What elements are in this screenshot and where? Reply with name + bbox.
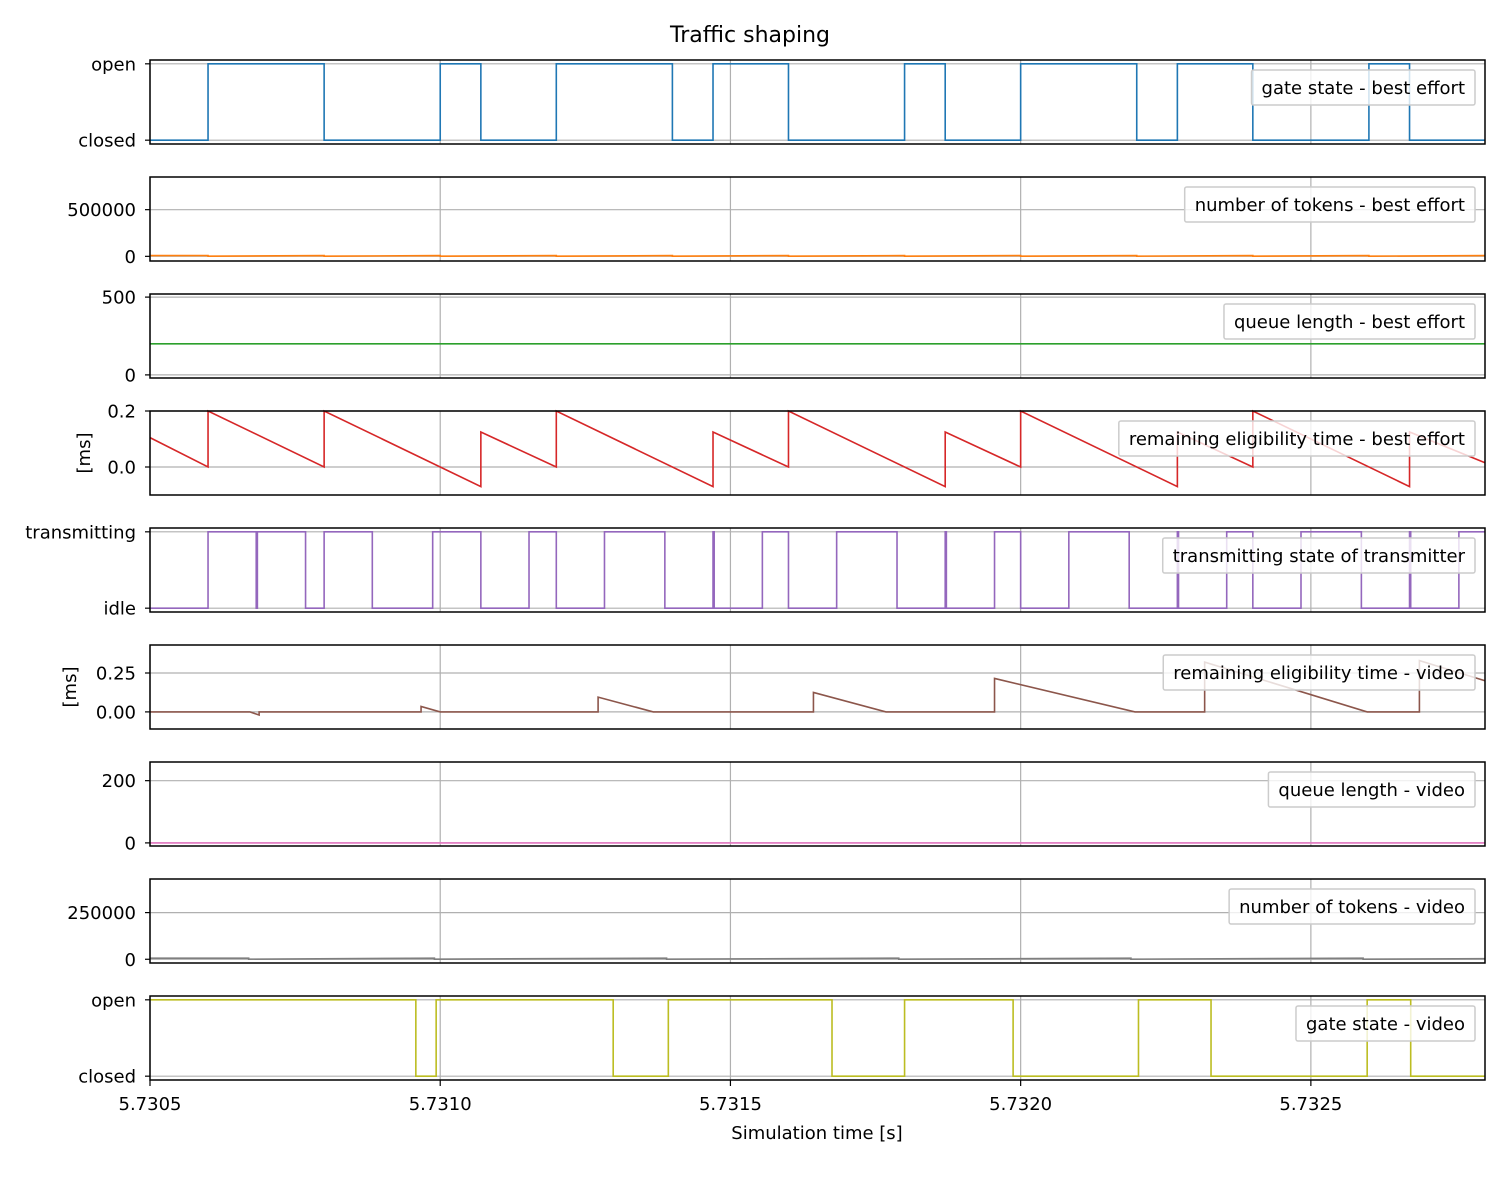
series-line [149,409,1486,488]
chart-title: Traffic shaping [669,23,830,48]
y-axis-label: [ms] [74,433,95,474]
legend-box [1250,69,1476,106]
legend-label: remaining eligibility time - best effort [1129,429,1465,450]
x-tick-label: 5.7310 [409,1094,472,1115]
subplot-2: 0 500000 number of tokens - best effort [67,176,1486,268]
series-line [150,999,1485,1077]
subplot-8: 0 250000 number of tokens - video [67,878,1486,971]
legend-label: number of tokens - best effort [1195,195,1465,216]
y-tick-label: 0 [125,247,136,268]
y-tick-label: 250000 [67,903,136,924]
axes-frame [149,527,1486,613]
y-tick-label: transmitting [25,522,136,543]
series-line [150,254,1486,257]
legend-box [1267,771,1476,808]
legend-label: queue length - best effort [1234,312,1465,333]
y-tick-label: 500000 [67,200,136,221]
y-tick-label: idle [103,599,136,620]
series-line [150,957,1486,960]
y-tick-label: 200 [102,771,136,792]
y-tick-label: closed [78,131,136,152]
subplot-1: closed open gate state - best effort [78,54,1486,152]
legend-label: transmitting state of transmitter [1173,546,1466,567]
subplot-7: 0 200 queue length - video [102,761,1486,854]
legend-box [1228,888,1476,925]
subplot-3: 0 500 queue length - best effort [102,288,1486,386]
axes-frame [149,176,1486,262]
x-tick-label: 5.7315 [699,1094,762,1115]
y-axis-label: [ms] [60,667,81,708]
series-line [150,531,1485,609]
legend-box [1223,303,1476,340]
x-tick-label: 5.7305 [119,1094,182,1115]
y-tick-label: open [91,990,136,1011]
y-tick-label: open [91,54,136,75]
subplot-4: 0.0 0.2 remaining eligibility time - best … [74,402,1486,496]
subplot-5: idle transmitting transmitting state of tr… [25,522,1486,620]
legend-label: remaining eligibility time - video [1173,663,1465,684]
subplot-9: closed open gate state - video 5.7305 5.7310… [78,990,1486,1115]
legend-label: number of tokens - video [1239,897,1465,918]
y-tick-label: 0 [125,833,136,854]
axes-frame [149,995,1486,1081]
axes-frame [149,293,1486,379]
legend-box [1183,186,1476,223]
axes-frame [149,644,1486,730]
y-tick-label: 500 [102,288,136,309]
legend-label: gate state - video [1306,1014,1465,1035]
axes-frame [149,410,1486,496]
y-tick-label: 0 [125,950,136,971]
legend-box [1295,1005,1476,1042]
y-tick-label: 0.25 [96,664,136,685]
y-tick-label: 0.2 [107,402,136,423]
axes-frame [149,878,1486,964]
y-tick-label: 0 [125,365,136,386]
x-axis-label: Simulation time [s] [731,1123,902,1144]
y-tick-label: 0.0 [107,458,136,479]
y-tick-label: closed [78,1067,136,1088]
axes-frame [149,59,1486,145]
axes-frame [149,761,1486,847]
legend-box [1161,537,1476,574]
subplot-6: 0.00 0.25 remaining eligibility time - vid… [60,644,1486,730]
x-tick-label: 5.7325 [1279,1094,1342,1115]
y-tick-label: 0.00 [96,702,136,723]
legend-label: gate state - best effort [1262,78,1465,99]
legend-box [1162,654,1476,691]
legend-label: queue length - video [1278,780,1465,801]
x-tick-label: 5.7320 [989,1094,1052,1115]
legend-box [1118,420,1476,457]
